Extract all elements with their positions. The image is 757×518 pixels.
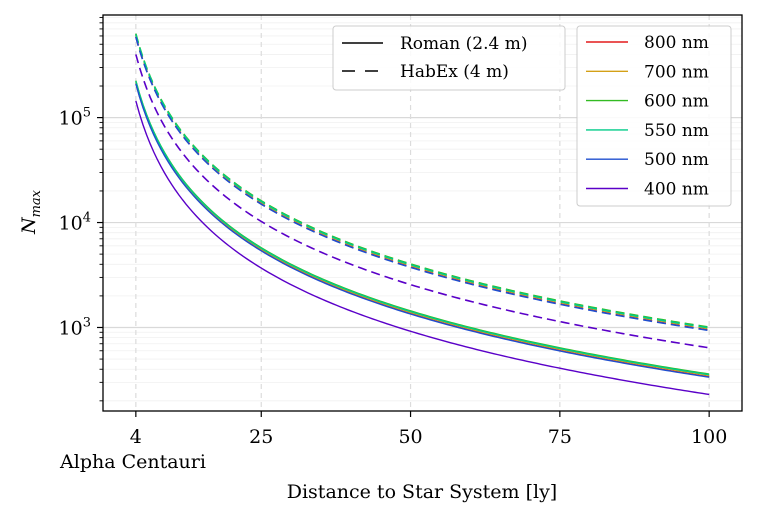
series-lines: [135, 33, 710, 396]
alpha-centauri-annotation: Alpha Centauri: [59, 451, 206, 473]
legend-wavelength: 800 nm 700 nm 600 nm 550 nm 500 nm 400 nm: [576, 25, 732, 207]
x-tick-label: 100: [691, 426, 727, 448]
legend-label-400nm: 400 nm: [644, 180, 709, 200]
x-tick-label: 75: [548, 426, 572, 448]
x-tick-label: 25: [249, 426, 273, 448]
legend-label-roman: Roman (2.4 m): [400, 34, 527, 54]
series-line-roman-500nm: [135, 83, 710, 378]
y-axis-title: Nmax: [18, 189, 44, 235]
series-line-roman-400nm: [135, 100, 710, 396]
legend-label-500nm: 500 nm: [644, 150, 709, 170]
y-tick-label: 105: [59, 106, 91, 130]
legend-label-habex: HabEx (4 m): [400, 62, 509, 82]
legend-label-800nm: 800 nm: [644, 33, 709, 53]
series-line-roman-550nm: [135, 81, 710, 376]
legend-label-550nm: 550 nm: [644, 121, 709, 141]
legend-label-600nm: 600 nm: [644, 92, 709, 112]
axis-ticks: 4 25 50 75 100 103 104 105: [59, 17, 727, 448]
legend-label-700nm: 700 nm: [644, 62, 709, 82]
legend-telescope-box: [332, 25, 566, 91]
plot-frame: [102, 14, 743, 412]
y-tick-label: 103: [59, 315, 91, 339]
legend-telescope: Roman (2.4 m) HabEx (4 m): [332, 25, 566, 91]
y-tick-label: 104: [59, 211, 91, 235]
x-axis-title: Distance to Star System [ly]: [287, 481, 557, 503]
x-tick-label: 4: [130, 426, 142, 448]
x-tick-label: 50: [398, 426, 422, 448]
